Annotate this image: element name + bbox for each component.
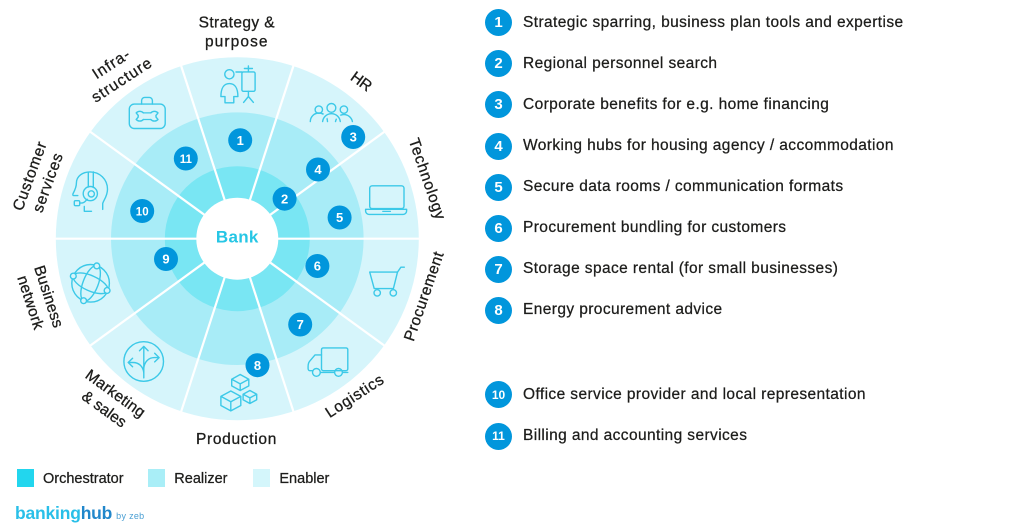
svg-text:Bank: Bank [216, 228, 259, 247]
svg-text:7: 7 [297, 317, 304, 332]
svg-text:Production: Production [196, 431, 277, 448]
svg-text:3: 3 [350, 130, 357, 145]
svg-text:4: 4 [314, 162, 322, 177]
svg-text:Strategy &: Strategy & [199, 15, 276, 32]
svg-text:6: 6 [314, 259, 321, 274]
svg-text:5: 5 [336, 210, 343, 225]
svg-text:10: 10 [136, 206, 149, 218]
svg-text:11: 11 [180, 154, 193, 166]
svg-text:HR: HR [347, 69, 375, 96]
svg-text:9: 9 [162, 252, 169, 267]
svg-text:purpose: purpose [205, 34, 269, 51]
svg-text:1: 1 [237, 133, 244, 148]
svg-text:2: 2 [281, 191, 288, 206]
svg-text:Businessnetwork: Businessnetwork [12, 264, 66, 337]
svg-text:8: 8 [254, 358, 261, 373]
